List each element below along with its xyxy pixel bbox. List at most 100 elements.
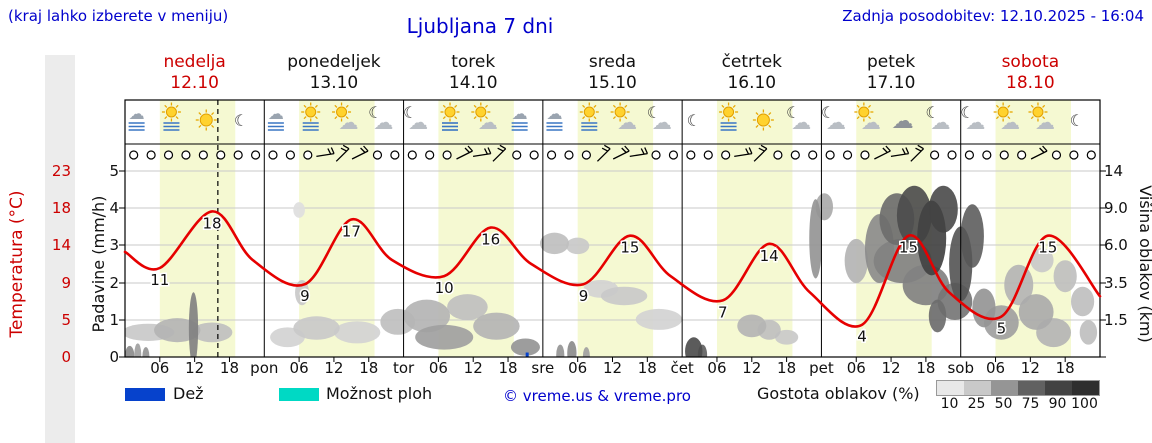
cloud-blob: [333, 321, 381, 344]
x-hour-label: 12: [882, 359, 901, 377]
cloud-blob: [685, 337, 703, 357]
svg-text:☁: ☁: [861, 110, 881, 134]
wind-calm-icon: [529, 150, 539, 160]
x-hour-label: 06: [429, 359, 448, 377]
cloud-blob: [917, 200, 947, 276]
svg-text:☁: ☁: [652, 110, 672, 134]
weather-icon-moon-cloud-icon: ☾☁: [786, 103, 811, 134]
temp-label: 15: [1038, 239, 1057, 257]
x-hour-label: 12: [185, 359, 204, 377]
wind-calm-icon: [651, 150, 661, 160]
x-hour-label: 12: [1021, 359, 1040, 377]
wind-calm-icon: [721, 150, 731, 160]
wind-calm-icon: [268, 150, 278, 160]
cloud-height-axis-tick: 1.5: [1104, 311, 1128, 329]
svg-text:☁: ☁: [268, 104, 284, 123]
x-day-label: pon: [250, 359, 278, 377]
wind-calm-icon: [163, 150, 174, 160]
cloud-height-axis-tick: 3.5: [1104, 274, 1128, 292]
cloud-blob: [809, 199, 823, 279]
cloud-blob: [473, 312, 520, 340]
x-day-label: pet: [809, 359, 834, 377]
day-header-date: 15.10: [588, 73, 637, 93]
wind-calm-icon: [982, 150, 992, 160]
wind-barb-icon: [456, 145, 473, 160]
svg-text:☁: ☁: [408, 110, 428, 134]
weather-icon-sun-fog-icon: [301, 102, 321, 131]
x-hour-label: 18: [498, 359, 517, 377]
svg-text:☾: ☾: [821, 103, 835, 122]
wind-calm-icon: [250, 150, 261, 160]
x-hour-label: 18: [777, 359, 796, 377]
cloud-blob: [1070, 286, 1095, 317]
cloud-blob: [582, 347, 590, 357]
wind-calm-icon: [198, 150, 208, 160]
precip-axis-tick: 4: [109, 199, 119, 217]
wind-barb-icon: [1030, 145, 1048, 160]
cloud-height-axis-tick: 14: [1104, 162, 1123, 180]
temp-axis-title: Temperatura (°C): [7, 190, 27, 338]
cloud-height-axis-title: Višina oblakov (km): [1136, 185, 1152, 342]
cloud-blob: [142, 347, 150, 357]
temp-axis-tick: 14: [52, 236, 71, 254]
wind-calm-icon: [407, 150, 417, 160]
cloud-blob: [1018, 294, 1054, 330]
temp-axis-tick: 23: [52, 162, 71, 180]
density-step-value: 10: [940, 396, 959, 412]
cloud-density-scale: 10 25 50 75 90 100: [936, 380, 1102, 412]
weather-icon-sun-cloud-icon: ☁: [610, 102, 637, 134]
cloud-blob: [510, 338, 540, 356]
wind-barb-icon: [596, 144, 611, 162]
wind-calm-icon: [1069, 150, 1079, 160]
density-step-value: 75: [1021, 396, 1040, 412]
svg-text:☁: ☁: [512, 104, 528, 123]
svg-text:☁: ☁: [546, 104, 562, 123]
temp-axis-tick: 18: [52, 199, 71, 217]
wind-barb-icon: [910, 144, 925, 162]
density-step-box: [991, 381, 1018, 395]
temp-label: 10: [435, 279, 454, 297]
wind-calm-icon: [181, 150, 191, 160]
weather-icon-moon-cloud-icon: ☾☁: [368, 103, 393, 134]
copyright-link[interactable]: © vreme.us & vreme.pro: [503, 387, 691, 405]
weather-icon-sun-icon: [752, 109, 774, 131]
day-header-name: petek: [867, 52, 915, 72]
svg-text:☁: ☁: [791, 110, 811, 134]
cloud-blob: [447, 294, 488, 320]
day-header-date: 18.10: [1006, 73, 1055, 93]
svg-text:☁: ☁: [1035, 110, 1055, 134]
cloud-blob: [844, 238, 868, 283]
svg-text:☁: ☁: [478, 110, 498, 134]
wind-calm-icon: [947, 150, 957, 160]
temp-label: 15: [899, 239, 918, 257]
svg-text:☁: ☁: [892, 109, 914, 134]
day-header-name: ponedeljek: [287, 52, 381, 72]
density-step-value: 100: [1071, 396, 1098, 412]
wind-calm-icon: [285, 150, 296, 160]
wind-calm-icon: [146, 150, 156, 160]
page-title: Ljubljana 7 dni: [406, 14, 554, 38]
cloud-blob: [134, 343, 142, 357]
wind-calm-icon: [425, 150, 435, 160]
svg-text:☁: ☁: [931, 110, 951, 134]
temperature-curve: [123, 210, 1102, 328]
cloud-blob: [191, 322, 233, 343]
wind-barb-icon: [890, 147, 910, 157]
cloud-blob: [635, 308, 683, 330]
density-step-box: [937, 381, 964, 395]
svg-text:☾: ☾: [647, 103, 661, 122]
density-step-box: [1072, 381, 1099, 395]
wind-barb-icon: [753, 144, 768, 162]
temp-label: 11: [150, 271, 169, 289]
day-header-date: 13.10: [310, 73, 359, 93]
wind-calm-icon: [129, 150, 139, 160]
cloud-blob: [600, 286, 648, 306]
x-hour-label: 18: [359, 359, 378, 377]
cloud-blob: [928, 299, 947, 333]
weather-icon-stratus-icon: ☁: [546, 104, 563, 131]
day-header-date: 14.10: [449, 73, 498, 93]
weather-icon-stratus-icon: ☁: [267, 104, 284, 131]
cloud-height-axis-tick: 9.0: [1104, 199, 1128, 217]
temp-label: 4: [857, 328, 867, 346]
